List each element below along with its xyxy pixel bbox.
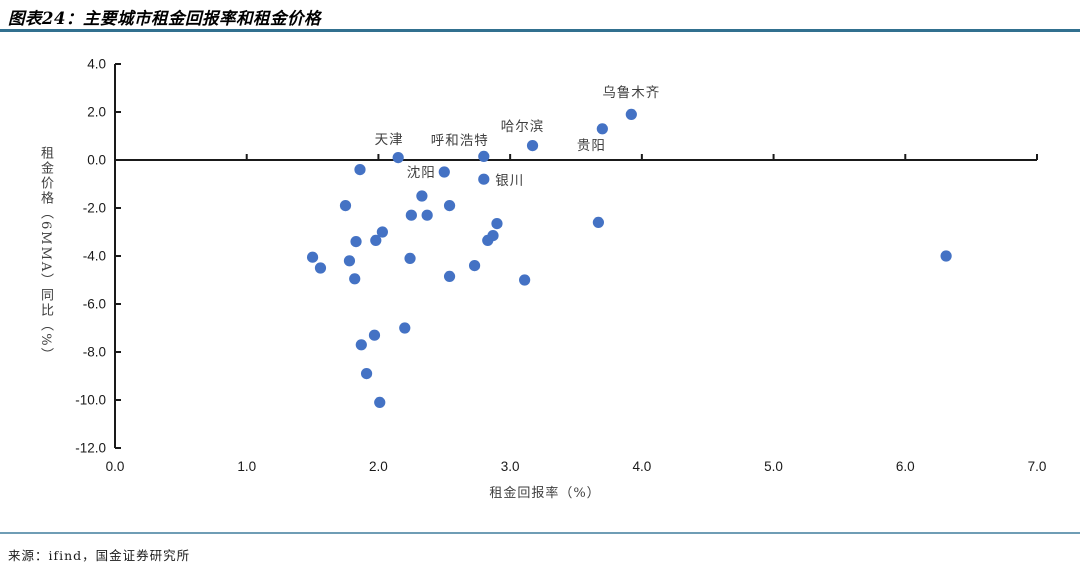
city-label: 天津: [374, 131, 404, 148]
y-tick-label: -6.0: [83, 297, 106, 312]
y-tick-label: 4.0: [87, 57, 106, 72]
data-point: [519, 274, 531, 286]
y-tick-label: -2.0: [83, 201, 106, 216]
city-label: 沈阳: [406, 165, 436, 181]
x-tick-label: 0.0: [106, 459, 125, 474]
city-label: 贵阳: [576, 137, 606, 154]
data-point: [468, 260, 481, 272]
data-point-哈尔滨: [526, 140, 539, 152]
figure-title: 图表24：主要城市租金回报率和租金价格: [8, 9, 321, 28]
data-point-乌鲁木齐: [625, 108, 637, 120]
bottom-rule: [0, 532, 1080, 534]
y-axis-title: 租金价格（6MMA）同比（%）: [38, 146, 53, 363]
x-tick-label: 5.0: [764, 459, 783, 474]
y-tick-label: -12.0: [75, 441, 106, 456]
y-tick-label: -10.0: [75, 393, 106, 408]
y-tick-label: -8.0: [83, 345, 106, 360]
x-axis-title: 租金回报率（%）: [489, 486, 601, 501]
y-tick-label: 0.0: [87, 153, 106, 168]
data-point: [343, 255, 356, 267]
data-point-银川: [478, 173, 490, 185]
data-point: [349, 273, 361, 285]
data-point: [339, 200, 352, 212]
data-point: [368, 329, 381, 341]
figure-source: 来源：ifind，国金证券研究所: [8, 548, 191, 563]
city-label: 哈尔滨: [500, 118, 545, 135]
x-tick-label: 1.0: [237, 459, 256, 474]
data-point: [487, 230, 499, 242]
data-point: [350, 236, 362, 248]
data-point: [370, 234, 382, 246]
city-label: 银川: [495, 173, 525, 190]
data-point-沈阳: [438, 166, 450, 178]
data-point: [306, 251, 319, 263]
data-point: [491, 218, 503, 230]
x-tick-label: 2.0: [369, 459, 388, 474]
data-point: [405, 209, 417, 221]
y-tick-label: -4.0: [83, 249, 106, 264]
x-tick-label: 3.0: [501, 459, 520, 474]
data-point: [940, 250, 952, 262]
city-label: 呼和浩特: [430, 133, 489, 150]
data-point: [374, 396, 386, 408]
data-point: [354, 164, 366, 176]
title-rule: [0, 29, 1080, 32]
data-point: [360, 368, 373, 380]
y-tick-label: 2.0: [87, 105, 106, 120]
data-point-贵阳: [596, 123, 608, 135]
data-point: [443, 200, 456, 212]
data-point: [376, 226, 388, 238]
data-point: [399, 322, 411, 334]
data-point: [404, 252, 416, 264]
data-point: [416, 190, 428, 202]
data-point-天津: [392, 152, 404, 164]
data-point: [314, 262, 327, 274]
data-point: [592, 216, 604, 228]
city-label: 乌鲁木齐: [602, 85, 661, 102]
x-tick-label: 6.0: [896, 459, 915, 474]
x-tick-label: 7.0: [1028, 459, 1047, 474]
data-point-呼和浩特: [478, 150, 490, 162]
data-point: [355, 339, 367, 351]
data-point: [421, 209, 433, 221]
x-tick-label: 4.0: [632, 459, 651, 474]
data-point: [443, 270, 456, 282]
